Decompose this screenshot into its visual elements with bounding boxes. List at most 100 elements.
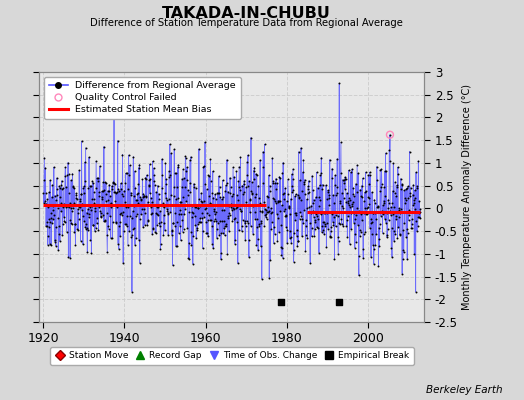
Point [163, 210, 172, 216]
Point [156, 208, 164, 214]
Point [264, 204, 272, 210]
Point [365, 181, 373, 187]
Point [224, 188, 232, 195]
Point [241, 220, 249, 226]
Point [357, 229, 365, 236]
Point [235, 184, 244, 190]
Point [166, 141, 174, 148]
Point [74, 204, 83, 210]
Point [180, 211, 189, 217]
Point [328, 224, 336, 230]
Point [104, 188, 112, 194]
Point [54, 223, 63, 229]
Point [127, 189, 135, 196]
Point [371, 210, 379, 216]
Point [271, 180, 279, 186]
Point [288, 176, 297, 183]
Point [161, 160, 170, 166]
Point [397, 175, 405, 182]
Point [175, 202, 183, 208]
Point [207, 201, 215, 207]
Point [228, 218, 236, 224]
Point [263, 193, 271, 199]
Point [287, 196, 295, 202]
Point [131, 184, 139, 191]
Point [222, 223, 231, 230]
Point [330, 256, 339, 262]
Point [219, 194, 227, 200]
Point [122, 170, 130, 176]
Point [302, 196, 311, 202]
Point [347, 209, 356, 216]
Point [259, 180, 267, 186]
Point [135, 237, 143, 243]
Point [101, 198, 110, 204]
Point [312, 169, 321, 176]
Point [248, 179, 256, 186]
Point [116, 233, 124, 240]
Point [172, 184, 181, 190]
Point [109, 180, 117, 186]
Point [100, 187, 108, 194]
Point [128, 288, 136, 295]
Point [75, 167, 83, 174]
Point [89, 180, 97, 186]
Point [374, 204, 383, 210]
Point [288, 183, 296, 189]
Point [351, 244, 359, 251]
Point [359, 210, 368, 216]
Point [346, 169, 355, 176]
Point [206, 178, 215, 184]
Point [203, 230, 212, 236]
Point [303, 190, 312, 196]
Point [332, 212, 340, 219]
Point [159, 212, 168, 219]
Point [162, 181, 170, 188]
Point [124, 186, 133, 192]
Point [370, 196, 379, 203]
Point [336, 169, 345, 176]
Point [216, 230, 225, 236]
Point [146, 176, 155, 182]
Point [259, 164, 268, 170]
Point [271, 198, 279, 204]
Point [52, 243, 60, 249]
Point [323, 220, 331, 226]
Point [201, 139, 209, 146]
Point [40, 177, 48, 183]
Point [236, 206, 244, 212]
Point [152, 211, 161, 218]
Point [404, 194, 412, 201]
Point [193, 204, 202, 211]
Point [368, 210, 377, 216]
Point [304, 183, 312, 190]
Point [153, 222, 161, 228]
Point [125, 228, 134, 234]
Point [252, 242, 260, 248]
Point [232, 202, 241, 208]
Point [388, 188, 397, 194]
Point [67, 177, 75, 183]
Point [260, 222, 268, 229]
Point [105, 213, 114, 220]
Point [177, 211, 185, 218]
Point [77, 191, 85, 198]
Point [176, 199, 184, 205]
Point [75, 196, 84, 202]
Point [196, 197, 205, 204]
Point [106, 193, 114, 199]
Point [231, 214, 239, 221]
Point [158, 185, 166, 191]
Point [324, 226, 332, 232]
Point [85, 154, 93, 160]
Point [147, 211, 156, 217]
Point [213, 235, 221, 241]
Point [384, 226, 392, 233]
Point [269, 195, 278, 201]
Point [258, 276, 266, 282]
Point [81, 224, 89, 230]
Point [378, 230, 387, 236]
Point [51, 236, 59, 243]
Point [379, 198, 388, 204]
Point [196, 203, 204, 209]
